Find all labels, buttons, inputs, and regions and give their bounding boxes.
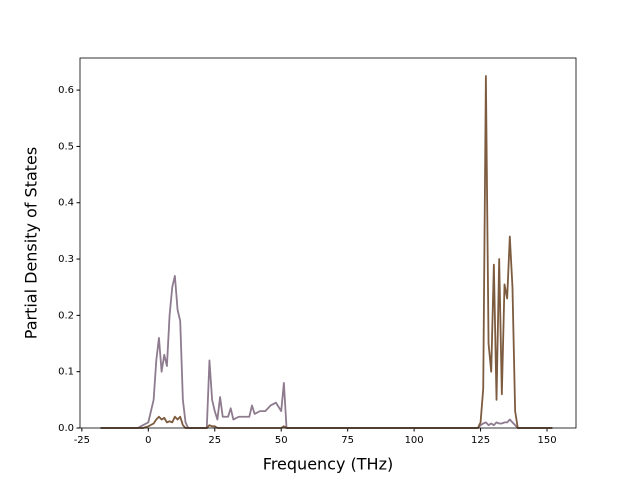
y-tick-label: 0.5	[58, 141, 74, 152]
x-tick-label: 50	[275, 435, 288, 446]
x-tick-label: 150	[537, 435, 556, 446]
x-tick-label: 0	[145, 435, 151, 446]
y-tick-label: 0.0	[58, 423, 74, 434]
series-line	[100, 75, 553, 429]
x-tick-label: -25	[74, 435, 90, 446]
plot-frame	[79, 57, 577, 429]
y-axis-label: Partial Density of States	[22, 147, 41, 339]
y-tick-label: 0.2	[58, 310, 74, 321]
x-tick-label: 100	[405, 435, 424, 446]
y-tick-label: 0.3	[58, 254, 74, 265]
y-tick-label: 0.4	[58, 198, 74, 209]
y-tick-label: 0.1	[58, 367, 74, 378]
x-tick-label: 75	[341, 435, 354, 446]
x-axis-label: Frequency (THz)	[263, 455, 393, 474]
x-tick-label: 25	[208, 435, 221, 446]
series-line	[100, 275, 553, 429]
y-tick-label: 0.6	[58, 85, 74, 96]
x-tick-label: 125	[471, 435, 490, 446]
